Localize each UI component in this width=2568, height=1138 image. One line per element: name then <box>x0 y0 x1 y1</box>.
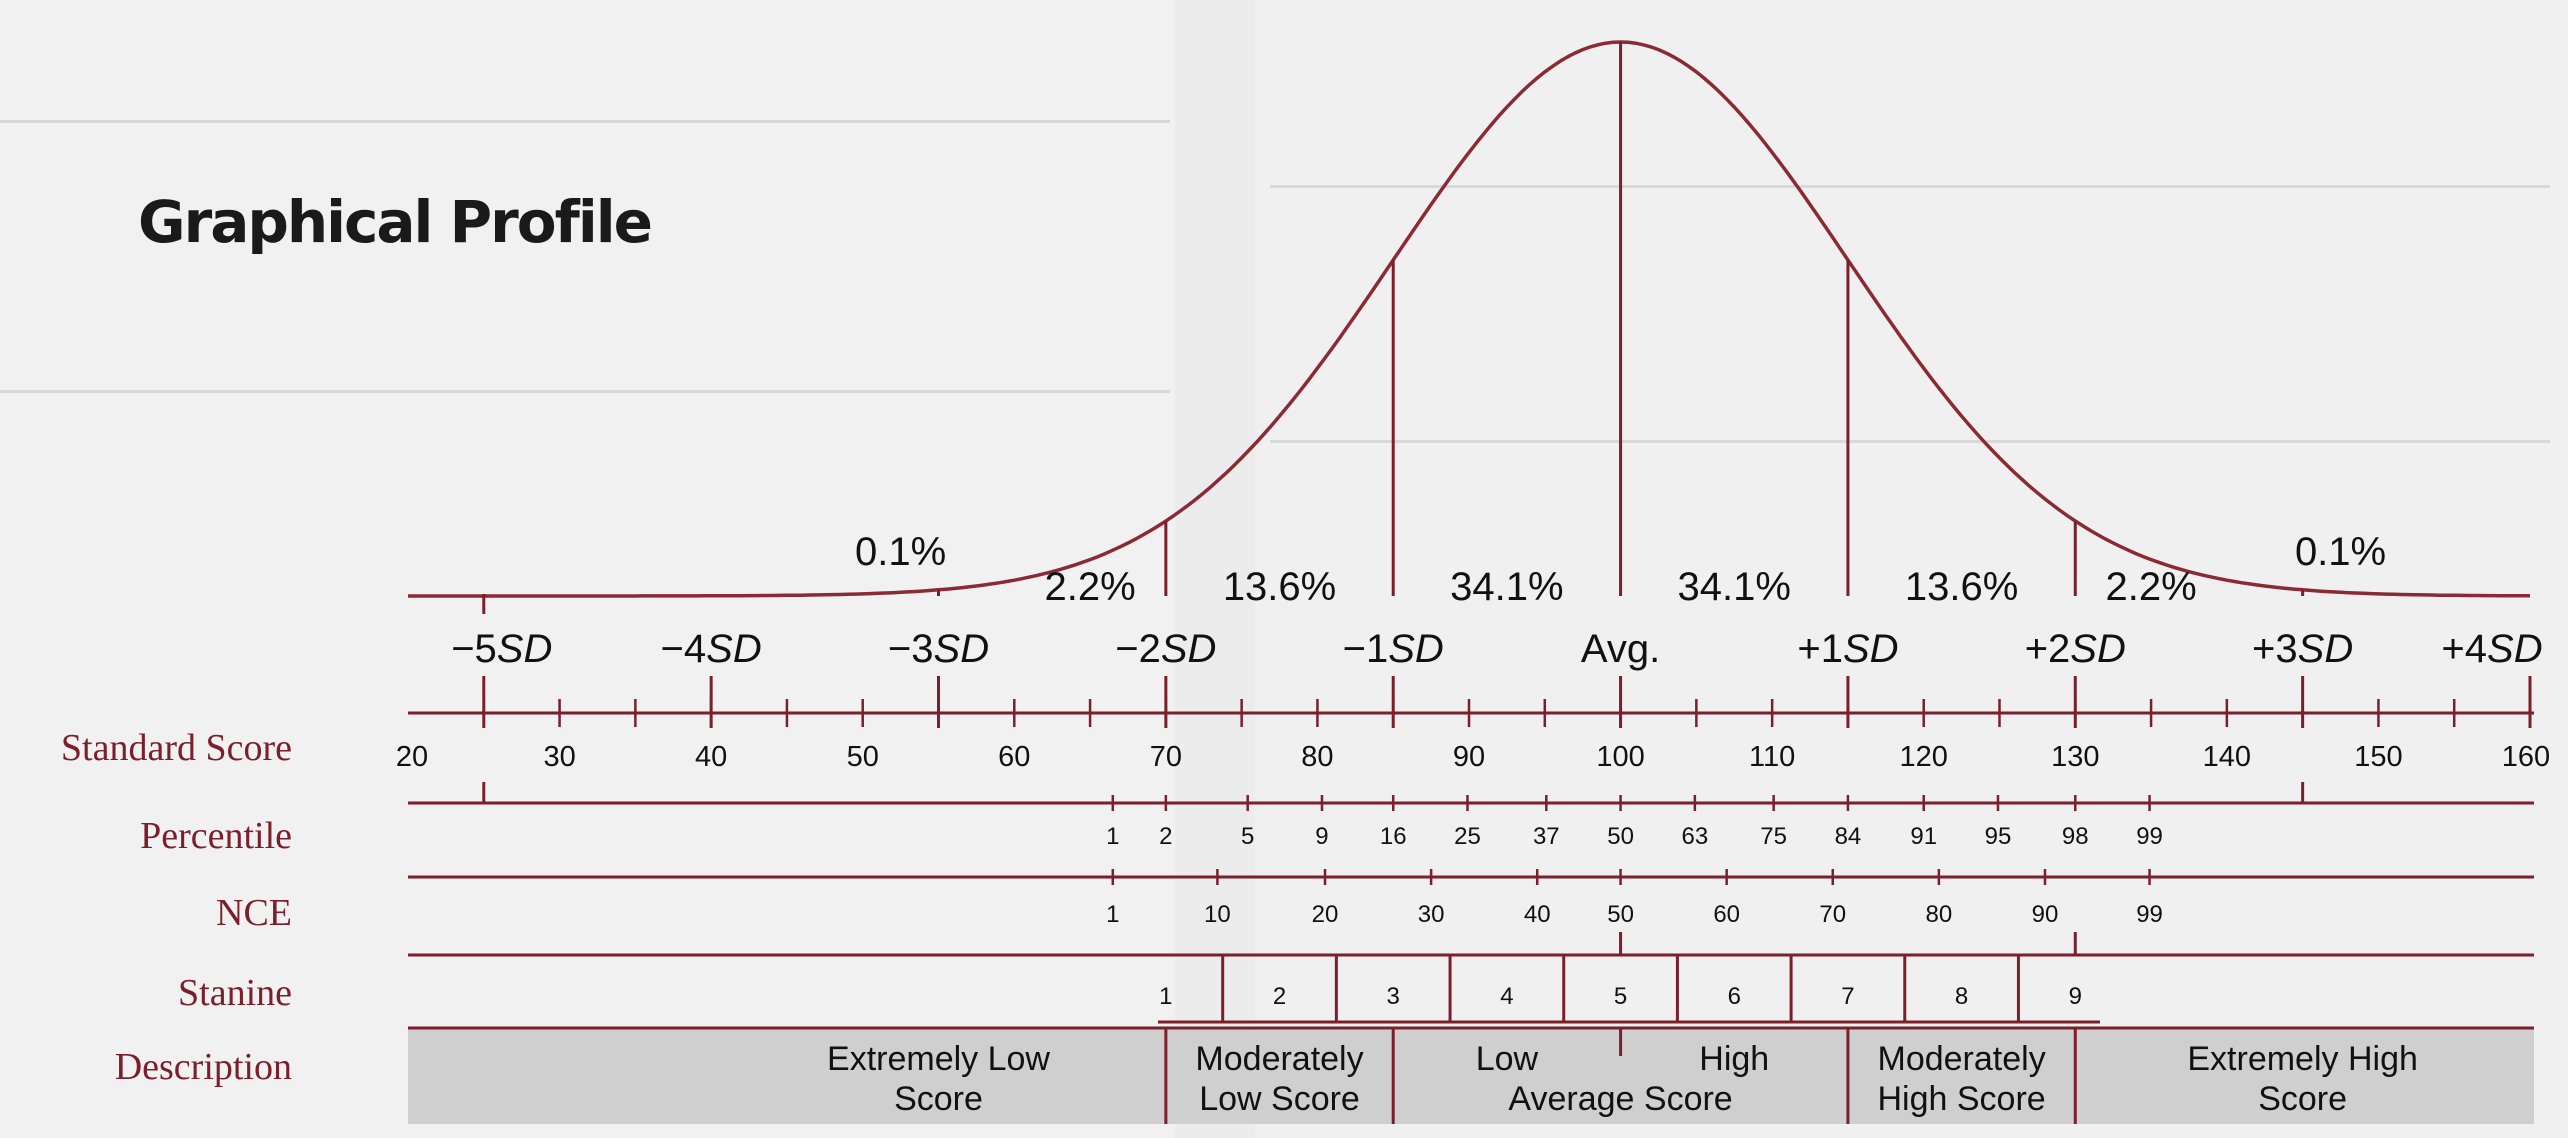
label-nce: NCE <box>216 892 292 934</box>
background-rule <box>0 120 1170 123</box>
description-line: Score <box>894 1080 983 1118</box>
sd-marker-label: +2SD <box>2025 627 2126 671</box>
percentile-label: 9 <box>1315 823 1328 850</box>
percentile-label: 75 <box>1760 823 1787 850</box>
percentile-label: 37 <box>1533 823 1560 850</box>
percentile-label: 91 <box>1910 823 1937 850</box>
percentile-label: 2 <box>1159 823 1172 850</box>
percentile-label: 1 <box>1106 823 1119 850</box>
area-percentage-label: 13.6% <box>1223 565 1336 609</box>
nce-label: 10 <box>1204 901 1231 928</box>
standard-score-label: 100 <box>1596 741 1644 773</box>
percentile-label: 63 <box>1681 823 1708 850</box>
label-stanine: Stanine <box>178 972 292 1014</box>
sd-marker-label: +4SD <box>2441 627 2542 671</box>
stanine-label: 3 <box>1387 983 1400 1010</box>
standard-score-label: 80 <box>1301 741 1333 773</box>
percentile-label: 98 <box>2062 823 2089 850</box>
description-line: Extremely Low <box>827 1040 1050 1078</box>
sd-marker-label: +3SD <box>2252 627 2353 671</box>
nce-label: 20 <box>1312 901 1339 928</box>
percentile-label: 16 <box>1380 823 1407 850</box>
background-rule <box>1270 185 2550 188</box>
standard-score-label: 40 <box>695 741 727 773</box>
percentile-label: 25 <box>1454 823 1481 850</box>
standard-score-label: 60 <box>998 741 1030 773</box>
percentile-label: 95 <box>1985 823 2012 850</box>
description-line: Average Score <box>1508 1080 1732 1118</box>
standard-score-label: 30 <box>543 741 575 773</box>
description-line: High <box>1699 1040 1769 1078</box>
description-band <box>408 1028 2534 1124</box>
description-line: Moderately <box>1878 1040 2046 1078</box>
nce-label: 90 <box>2032 901 2059 928</box>
stanine-label: 1 <box>1159 983 1172 1010</box>
description-line: High Score <box>1878 1080 2046 1118</box>
nce-label: 30 <box>1418 901 1445 928</box>
nce-label: 40 <box>1524 901 1551 928</box>
sd-marker-label: +1SD <box>1797 627 1898 671</box>
background-page-right <box>1255 0 2568 1138</box>
area-percentage-label: 2.2% <box>2105 565 2196 609</box>
description-line: Low Score <box>1199 1080 1360 1118</box>
stanine-label: 6 <box>1728 983 1741 1010</box>
label-percentile: Percentile <box>140 815 292 857</box>
background-rule <box>0 390 1170 393</box>
stanine-label: 4 <box>1500 983 1513 1010</box>
nce-label: 99 <box>2136 901 2163 928</box>
standard-score-label: 160 <box>2502 741 2550 773</box>
standard-score-label: 140 <box>2203 741 2251 773</box>
standard-score-label: 120 <box>1900 741 1948 773</box>
area-percentage-label: 0.1% <box>2295 530 2386 574</box>
label-description: Description <box>114 1046 292 1088</box>
standard-score-label: 110 <box>1749 741 1795 773</box>
nce-label: 50 <box>1607 901 1634 928</box>
standard-score-label: 20 <box>396 741 428 773</box>
normal-curve <box>408 40 2530 598</box>
percentile-label: 99 <box>2136 823 2163 850</box>
standard-score-label: 130 <box>2051 741 2099 773</box>
sd-marker-label: Avg. <box>1581 627 1660 671</box>
standard-score-label: 50 <box>847 741 879 773</box>
area-percentage-label: 2.2% <box>1044 565 1135 609</box>
description-line: Extremely High <box>2187 1040 2418 1078</box>
description-line: Score <box>2258 1080 2347 1118</box>
page-title: Graphical Profile <box>138 188 653 256</box>
nce-label: 1 <box>1106 901 1119 928</box>
nce-label: 80 <box>1926 901 1953 928</box>
stanine-label: 9 <box>2069 983 2082 1010</box>
sd-marker-label: −2SD <box>1115 627 1216 671</box>
stanine-label: 2 <box>1273 983 1286 1010</box>
description-line: Low <box>1476 1040 1539 1078</box>
background-page-left <box>0 0 1175 1138</box>
sd-marker-label: −1SD <box>1343 627 1444 671</box>
stanine-label: 5 <box>1614 983 1627 1010</box>
background-rule <box>1270 440 2550 443</box>
standard-score-label: 90 <box>1453 741 1485 773</box>
percentile-label: 5 <box>1241 823 1254 850</box>
area-percentage-label: 13.6% <box>1905 565 2018 609</box>
area-percentage-label: 34.1% <box>1678 565 1791 609</box>
sd-marker-label: −3SD <box>888 627 989 671</box>
description-line: Moderately <box>1195 1040 1363 1078</box>
stanine-label: 7 <box>1841 983 1854 1010</box>
sd-marker-label: −4SD <box>661 627 762 671</box>
percentile-label: 50 <box>1607 823 1634 850</box>
stanine-label: 8 <box>1955 983 1968 1010</box>
area-percentage-label: 34.1% <box>1450 565 1563 609</box>
nce-label: 70 <box>1819 901 1846 928</box>
sd-marker-label: −5SD <box>451 627 552 671</box>
standard-score-label: 70 <box>1150 741 1182 773</box>
area-percentage-label: 0.1% <box>855 530 946 574</box>
nce-label: 60 <box>1713 901 1740 928</box>
standard-score-label: 150 <box>2354 741 2402 773</box>
percentile-label: 84 <box>1835 823 1862 850</box>
label-standard-score: Standard Score <box>60 727 292 769</box>
